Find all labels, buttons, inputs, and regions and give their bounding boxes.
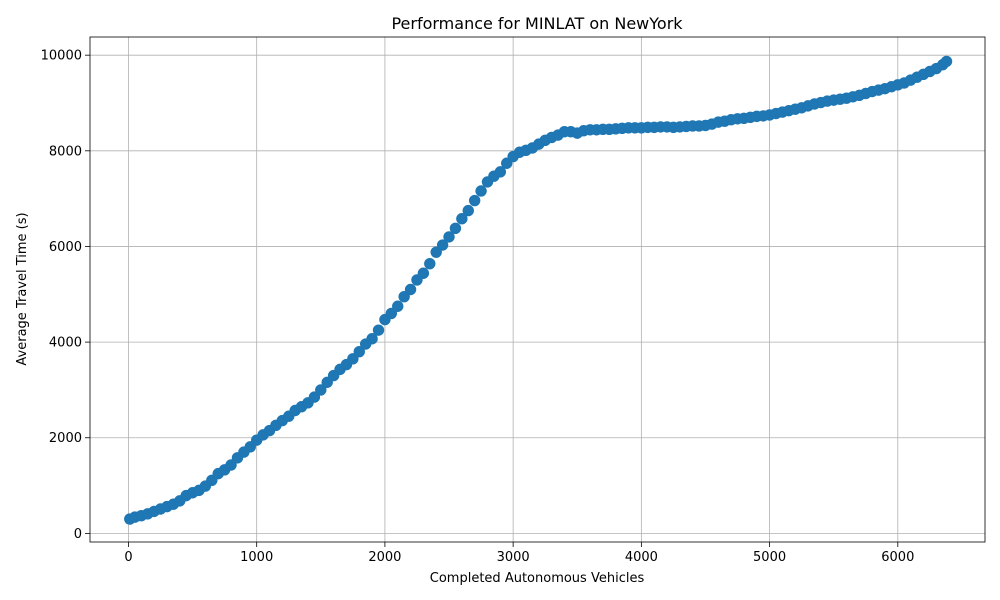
y-tick-label: 10000 — [41, 49, 82, 64]
data-point — [225, 459, 237, 471]
data-point — [398, 290, 410, 303]
data-point — [449, 222, 462, 234]
x-tick-label: 6000 — [881, 550, 914, 565]
chart-title: Performance for MINLAT on NewYork — [391, 14, 683, 33]
data-point — [308, 391, 321, 403]
x-tick-label: 0 — [124, 550, 132, 565]
data-point — [424, 257, 436, 270]
data-series — [124, 55, 953, 525]
x-tick-label: 4000 — [625, 550, 658, 565]
axis-ticks: 0 1000 2000 3000 4000 5000 6000 0 2000 4000 6000 80… — [41, 49, 915, 565]
y-tick-label: 2000 — [49, 431, 82, 446]
data-point — [385, 307, 398, 320]
data-point — [430, 246, 442, 258]
data-point — [366, 333, 378, 345]
data-point — [372, 324, 385, 336]
data-point — [443, 231, 455, 243]
data-point — [456, 213, 468, 225]
plot-frame — [89, 36, 986, 543]
data-point — [347, 353, 359, 365]
y-tick-label: 0 — [74, 527, 82, 542]
y-axis-label: Average Travel Time (s) — [15, 212, 30, 365]
data-point — [475, 185, 487, 197]
data-point — [315, 384, 327, 396]
data-point — [494, 166, 507, 178]
data-point — [353, 345, 365, 358]
data-point — [404, 283, 417, 296]
data-point — [462, 204, 474, 217]
y-tick-label: 6000 — [49, 240, 82, 255]
grid-lines — [90, 37, 985, 542]
y-tick-label: 8000 — [49, 144, 82, 159]
y-tick-label: 4000 — [49, 336, 82, 351]
data-point — [940, 55, 953, 68]
x-tick-label: 2000 — [368, 550, 401, 565]
x-tick-label: 3000 — [497, 550, 530, 565]
x-axis-label: Completed Autonomous Vehicles — [430, 571, 645, 586]
data-point — [392, 300, 404, 312]
data-point — [436, 239, 449, 251]
x-tick-label: 5000 — [753, 550, 786, 565]
data-point — [417, 267, 430, 279]
x-tick-label: 1000 — [240, 550, 273, 565]
data-point — [468, 194, 481, 207]
